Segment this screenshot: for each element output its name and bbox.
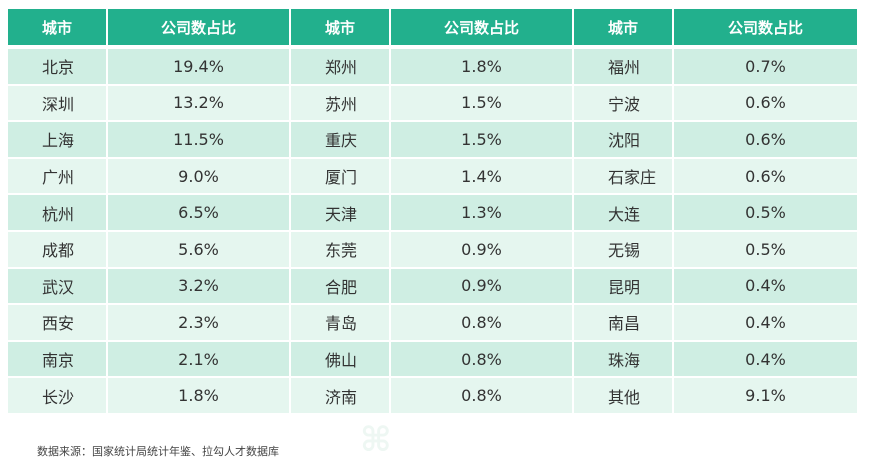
- data-source-note: 数据来源：国家统计局统计年鉴、拉勾人才数据库: [37, 445, 279, 458]
- city-cell: 南昌: [574, 305, 674, 342]
- share-cell: 1.4%: [391, 158, 574, 196]
- city-cell: 福州: [574, 49, 674, 86]
- city-cell: 上海: [8, 122, 108, 159]
- header-share-3: 公司数占比: [674, 9, 857, 49]
- share-cell: 0.9%: [391, 268, 574, 306]
- city-cell: 济南: [291, 378, 391, 415]
- share-cell: 11.5%: [108, 122, 291, 159]
- table-row: 杭州 6.5% 天津 1.3% 大连 0.5%: [8, 195, 857, 232]
- table-row: 北京 19.4% 郑州 1.8% 福州 0.7%: [8, 49, 857, 86]
- city-company-share-table-container: 城市 公司数占比 城市 公司数占比 城市 公司数占比 北京 19.4% 郑州 1.8%…: [8, 9, 857, 415]
- city-cell: 青岛: [291, 305, 391, 342]
- city-cell: 佛山: [291, 341, 391, 379]
- city-company-share-table: 城市 公司数占比 城市 公司数占比 城市 公司数占比 北京 19.4% 郑州 1.8%…: [8, 9, 857, 415]
- share-cell: 9.1%: [674, 378, 857, 415]
- share-cell: 1.3%: [391, 195, 574, 232]
- share-cell: 0.8%: [391, 378, 574, 415]
- share-cell: 0.9%: [391, 231, 574, 269]
- share-cell: 9.0%: [108, 158, 291, 196]
- share-cell: 1.8%: [391, 49, 574, 86]
- share-cell: 0.6%: [674, 122, 857, 159]
- city-cell: 长沙: [8, 378, 108, 415]
- city-cell: 广州: [8, 158, 108, 196]
- table-row: 成都 5.6% 东莞 0.9% 无锡 0.5%: [8, 231, 857, 269]
- share-cell: 0.4%: [674, 268, 857, 306]
- city-cell: 重庆: [291, 122, 391, 159]
- header-city-3: 城市: [574, 9, 674, 49]
- city-cell: 合肥: [291, 268, 391, 306]
- table-row: 广州 9.0% 厦门 1.4% 石家庄 0.6%: [8, 158, 857, 196]
- table-row: 武汉 3.2% 合肥 0.9% 昆明 0.4%: [8, 268, 857, 306]
- table-row: 深圳 13.2% 苏州 1.5% 宁波 0.6%: [8, 85, 857, 123]
- share-cell: 5.6%: [108, 231, 291, 269]
- share-cell: 19.4%: [108, 49, 291, 86]
- share-cell: 0.4%: [674, 341, 857, 379]
- share-cell: 1.8%: [108, 378, 291, 415]
- table-row: 西安 2.3% 青岛 0.8% 南昌 0.4%: [8, 305, 857, 342]
- city-cell: 珠海: [574, 341, 674, 379]
- table-row: 长沙 1.8% 济南 0.8% 其他 9.1%: [8, 378, 857, 415]
- share-cell: 13.2%: [108, 85, 291, 123]
- share-cell: 0.6%: [674, 85, 857, 123]
- table-row: 上海 11.5% 重庆 1.5% 沈阳 0.6%: [8, 122, 857, 159]
- share-cell: 6.5%: [108, 195, 291, 232]
- share-cell: 0.5%: [674, 195, 857, 232]
- city-cell: 西安: [8, 305, 108, 342]
- header-share-2: 公司数占比: [391, 9, 574, 49]
- city-cell: 石家庄: [574, 158, 674, 196]
- city-cell: 天津: [291, 195, 391, 232]
- share-cell: 2.1%: [108, 341, 291, 379]
- city-cell: 南京: [8, 341, 108, 379]
- city-cell: 深圳: [8, 85, 108, 123]
- share-cell: 0.8%: [391, 305, 574, 342]
- share-cell: 1.5%: [391, 122, 574, 159]
- share-cell: 0.7%: [674, 49, 857, 86]
- table-row: 南京 2.1% 佛山 0.8% 珠海 0.4%: [8, 341, 857, 379]
- watermark-graphic: ⌘: [360, 420, 392, 460]
- share-cell: 0.6%: [674, 158, 857, 196]
- share-cell: 1.5%: [391, 85, 574, 123]
- share-cell: 2.3%: [108, 305, 291, 342]
- city-cell: 沈阳: [574, 122, 674, 159]
- table-body: 北京 19.4% 郑州 1.8% 福州 0.7% 深圳 13.2% 苏州 1.5% 宁波 0.6% 上海…: [8, 49, 857, 415]
- city-cell: 大连: [574, 195, 674, 232]
- city-cell: 东莞: [291, 231, 391, 269]
- city-cell: 成都: [8, 231, 108, 269]
- table-header-row: 城市 公司数占比 城市 公司数占比 城市 公司数占比: [8, 9, 857, 49]
- city-cell: 厦门: [291, 158, 391, 196]
- city-cell: 武汉: [8, 268, 108, 306]
- city-cell: 郑州: [291, 49, 391, 86]
- share-cell: 0.8%: [391, 341, 574, 379]
- city-cell: 苏州: [291, 85, 391, 123]
- city-cell: 宁波: [574, 85, 674, 123]
- city-cell: 北京: [8, 49, 108, 86]
- share-cell: 3.2%: [108, 268, 291, 306]
- city-cell: 杭州: [8, 195, 108, 232]
- city-cell: 昆明: [574, 268, 674, 306]
- share-cell: 0.4%: [674, 305, 857, 342]
- header-share-1: 公司数占比: [108, 9, 291, 49]
- header-city-1: 城市: [8, 9, 108, 49]
- share-cell: 0.5%: [674, 231, 857, 269]
- header-city-2: 城市: [291, 9, 391, 49]
- city-cell: 无锡: [574, 231, 674, 269]
- city-cell: 其他: [574, 378, 674, 415]
